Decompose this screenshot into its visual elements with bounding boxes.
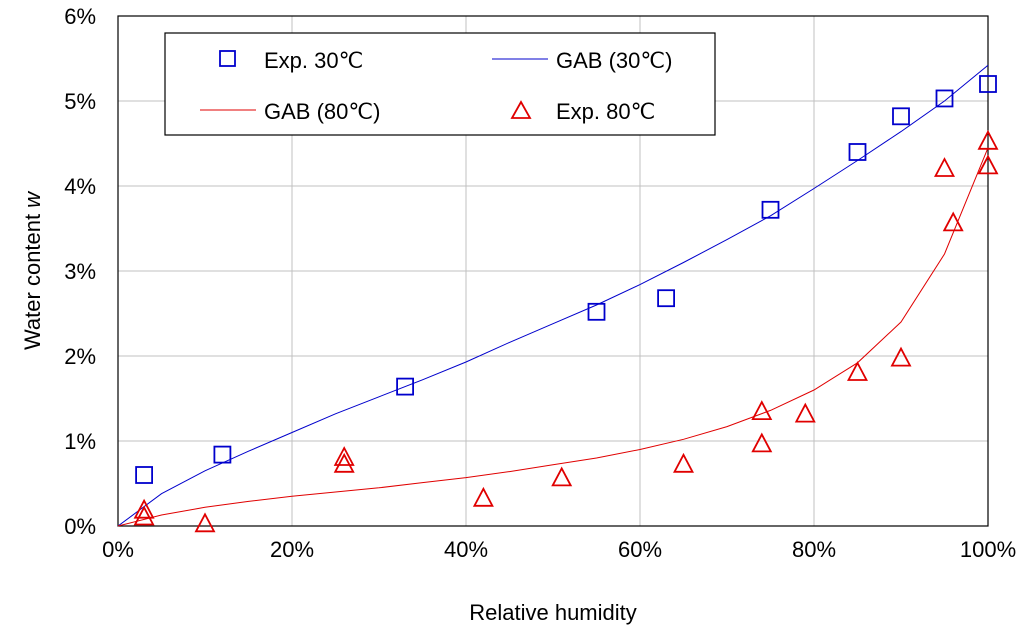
- series-layer: [117, 64, 999, 533]
- series-line: [117, 64, 989, 527]
- tick-labels: 0% 20% 40% 60% 80% 100% 0% 1% 2% 3% 4% 5% 6%: [64, 4, 1016, 562]
- x-axis-label: Relative humidity: [469, 600, 637, 625]
- legend-square-marker: [219, 50, 236, 67]
- y-tick-label: 0%: [64, 514, 96, 539]
- data-point-triangle: [333, 452, 355, 473]
- data-point-triangle: [133, 505, 155, 526]
- legend: Exp. 30℃ GAB (30℃) GAB (80℃) Exp. 80℃: [164, 32, 716, 136]
- x-tick-label: 80%: [792, 537, 836, 562]
- y-axis-label: Water content w: [20, 190, 45, 350]
- y-tick-label: 4%: [64, 174, 96, 199]
- data-point-triangle: [333, 446, 355, 466]
- data-point-square: [657, 289, 675, 308]
- series-gab-80: [117, 147, 989, 527]
- x-tick-label: 40%: [444, 537, 488, 562]
- y-tick-label: 6%: [64, 4, 96, 29]
- series-exp-30: [135, 75, 997, 484]
- data-point-triangle: [133, 498, 155, 519]
- data-point-square: [761, 200, 780, 219]
- data-point-square: [848, 143, 867, 161]
- data-point-triangle: [751, 400, 773, 421]
- legend-label-gab-80: GAB (80℃): [264, 99, 380, 124]
- data-point-triangle: [934, 157, 955, 177]
- series-exp-80: [133, 129, 999, 533]
- legend-entry-exp-30: Exp. 30℃: [219, 48, 363, 73]
- data-point-square: [587, 302, 606, 321]
- data-point-square: [396, 377, 415, 396]
- series-gab-30: [117, 64, 989, 527]
- data-point-triangle: [551, 466, 573, 487]
- x-tick-label: 60%: [618, 537, 662, 562]
- x-tick-label: 100%: [960, 537, 1016, 562]
- y-tick-label: 3%: [64, 259, 96, 284]
- data-point-triangle: [977, 154, 999, 175]
- data-point-square: [892, 107, 910, 126]
- data-point-triangle: [847, 361, 868, 381]
- data-point-square: [135, 466, 154, 484]
- data-point-triangle: [890, 346, 912, 367]
- data-point-triangle: [977, 129, 999, 150]
- data-point-triangle: [751, 432, 773, 453]
- y-axis-label-variable: w: [20, 190, 45, 208]
- legend-entry-gab-80: GAB (80℃): [200, 99, 380, 124]
- legend-label-gab-30: GAB (30℃): [556, 48, 672, 73]
- legend-label-exp-30: Exp. 30℃: [264, 48, 363, 73]
- data-point-triangle: [194, 512, 216, 533]
- legend-entry-exp-80: Exp. 80℃: [510, 99, 655, 124]
- x-tick-label: 0%: [102, 537, 134, 562]
- plot-area: [117, 15, 989, 527]
- data-point-triangle: [794, 402, 816, 423]
- data-point-triangle: [673, 452, 694, 473]
- y-tick-label: 1%: [64, 429, 96, 454]
- data-point-triangle: [942, 211, 964, 232]
- y-tick-label: 5%: [64, 89, 96, 114]
- legend-entry-gab-30: GAB (30℃): [492, 48, 672, 73]
- legend-box: [164, 32, 716, 136]
- data-point-square: [935, 89, 954, 108]
- legend-triangle-marker: [510, 100, 532, 119]
- data-point-square: [979, 75, 997, 93]
- data-point-triangle: [472, 486, 494, 507]
- y-axis-label-main: Water content: [20, 214, 45, 350]
- y-tick-label: 2%: [64, 344, 96, 369]
- series-line: [117, 147, 989, 527]
- legend-label-exp-80: Exp. 80℃: [556, 99, 655, 124]
- x-tick-label: 20%: [270, 537, 314, 562]
